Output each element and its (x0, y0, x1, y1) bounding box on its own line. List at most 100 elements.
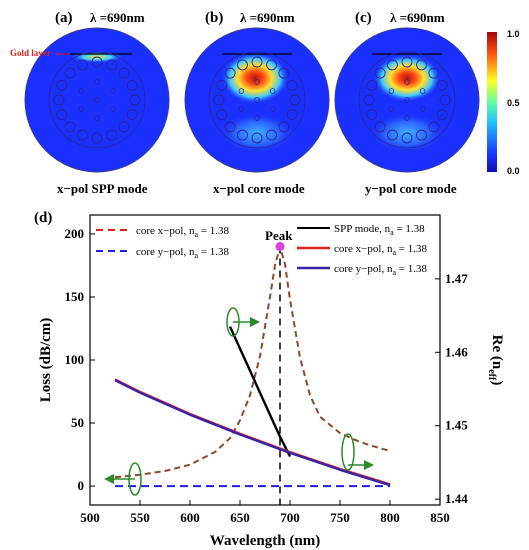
axis-ring-core (341, 433, 355, 471)
air-hole (363, 94, 375, 106)
arrow-head-left (104, 474, 114, 484)
air-hole (387, 59, 398, 71)
y-left-tick-label: 150 (65, 289, 85, 304)
air-hole (216, 80, 228, 91)
colorbar-tick-min: 0.0 (507, 166, 520, 176)
inner-air-hole (238, 88, 245, 94)
chart-panel-letter: (d) (34, 210, 52, 226)
inner-air-hole (404, 79, 410, 85)
air-hole (106, 129, 117, 141)
inner-air-hole (419, 106, 426, 112)
panel-b-letter: (b) (205, 10, 223, 26)
air-hole (401, 132, 413, 144)
colorbar-tick-max: 1.0 (507, 29, 520, 39)
air-hole (366, 80, 378, 91)
air-hole (428, 121, 440, 133)
arrow-head-spp (250, 317, 260, 327)
y-axis-left-label: Loss (dB/cm) (38, 318, 54, 403)
y-left-tick-label: 50 (71, 415, 84, 430)
air-hole (53, 94, 65, 106)
air-hole (224, 121, 236, 133)
core-mode-field-b (221, 52, 289, 104)
axis-ticks: 500 550 600 650 700 750 800 850 0 50 100 150 200 1.44… (65, 226, 469, 525)
air-hole (251, 56, 263, 68)
cladding-boundary (48, 51, 146, 149)
y-right-tick-label: 1.45 (445, 418, 468, 433)
inner-air-hole (269, 88, 276, 94)
series-line-2 (228, 326, 292, 458)
air-hole (289, 94, 301, 106)
air-hole (416, 59, 427, 71)
panel-a: (a) λ =690nm Gold layer x−pol SPP mode (10, 10, 170, 196)
series-layer (114, 242, 391, 505)
inner-air-hole (419, 88, 426, 94)
air-hole (237, 129, 248, 141)
arrow-head-core (364, 460, 374, 470)
gold-layer-annotation: Gold layer (10, 48, 51, 58)
air-hole (64, 121, 76, 133)
air-hole (91, 56, 103, 68)
center-air-hole (404, 97, 410, 103)
inner-air-hole (94, 115, 100, 121)
panel-b: (b) λ =690nm x−pol core mode (184, 10, 330, 196)
y-right-tick-label: 1.44 (445, 491, 468, 506)
x-tick-label: 700 (280, 510, 300, 525)
legend-entry-core-y: core y−pol, na = 1.38 (334, 263, 427, 277)
core-mode-field-c (373, 54, 441, 102)
y-right-tick-label: 1.46 (445, 344, 468, 359)
axis-indicator-arrows (104, 307, 374, 496)
y-right-tick-label: 1.47 (445, 271, 468, 286)
air-hole (266, 59, 277, 71)
inner-air-hole (404, 115, 410, 121)
inner-air-hole (109, 88, 116, 94)
x-tick-label: 800 (380, 510, 400, 525)
peak-marker (275, 242, 285, 252)
air-hole-array-a (48, 51, 146, 149)
air-hole (436, 80, 448, 91)
colorbar-tick-mid: 0.5 (507, 98, 520, 108)
air-hole (366, 109, 378, 120)
x-tick-label: 500 (80, 510, 100, 525)
y-left-tick-label: 200 (65, 226, 85, 241)
inner-air-hole (238, 106, 245, 112)
air-hole (278, 67, 290, 79)
y-left-tick-label: 0 (78, 478, 85, 493)
cladding-boundary (358, 51, 456, 149)
x-tick-label: 750 (330, 510, 350, 525)
air-hole (106, 59, 117, 71)
center-air-hole (254, 97, 260, 103)
y-left-tick-label: 100 (65, 352, 85, 367)
air-hole (286, 80, 298, 91)
panel-b-caption: x−pol core mode (213, 181, 305, 196)
panel-a-wavelength: λ =690nm (90, 10, 145, 25)
inner-air-hole (78, 88, 85, 94)
x-tick-label: 850 (430, 510, 450, 525)
air-hole (439, 94, 451, 106)
panel-c-wavelength: λ =690nm (390, 10, 445, 25)
legend-entry-core-x-dashed: core x−pol, na = 1.38 (136, 225, 229, 239)
air-hole-array-b (208, 51, 306, 149)
fiber-cross-section-a (24, 27, 170, 173)
air-hole (118, 67, 130, 79)
air-hole (224, 67, 236, 79)
air-hole (278, 121, 290, 133)
inner-air-hole (254, 79, 260, 85)
air-hole (216, 109, 228, 120)
air-hole (428, 67, 440, 79)
inner-air-hole (254, 115, 260, 121)
legend-entry-spp: SPP mode, na = 1.38 (334, 223, 425, 237)
air-hole (129, 94, 141, 106)
plot-frame (89, 214, 441, 506)
legend-entry-core-y-dashed: core y−pol, na = 1.38 (136, 246, 229, 260)
air-hole (64, 67, 76, 79)
series-line-4 (114, 379, 391, 487)
panel-c-letter: (c) (355, 10, 372, 26)
chart-d: (d) 500 550 600 650 700 750 800 850 0 50 100 150 200… (34, 210, 505, 549)
inner-air-hole (388, 88, 395, 94)
air-hole (251, 132, 263, 144)
air-hole-array-c (358, 51, 456, 149)
x-tick-label: 600 (180, 510, 200, 525)
colorbar-gradient (487, 32, 497, 172)
legend-right: SPP mode, na = 1.38 core x−pol, na = 1.3… (297, 223, 427, 277)
